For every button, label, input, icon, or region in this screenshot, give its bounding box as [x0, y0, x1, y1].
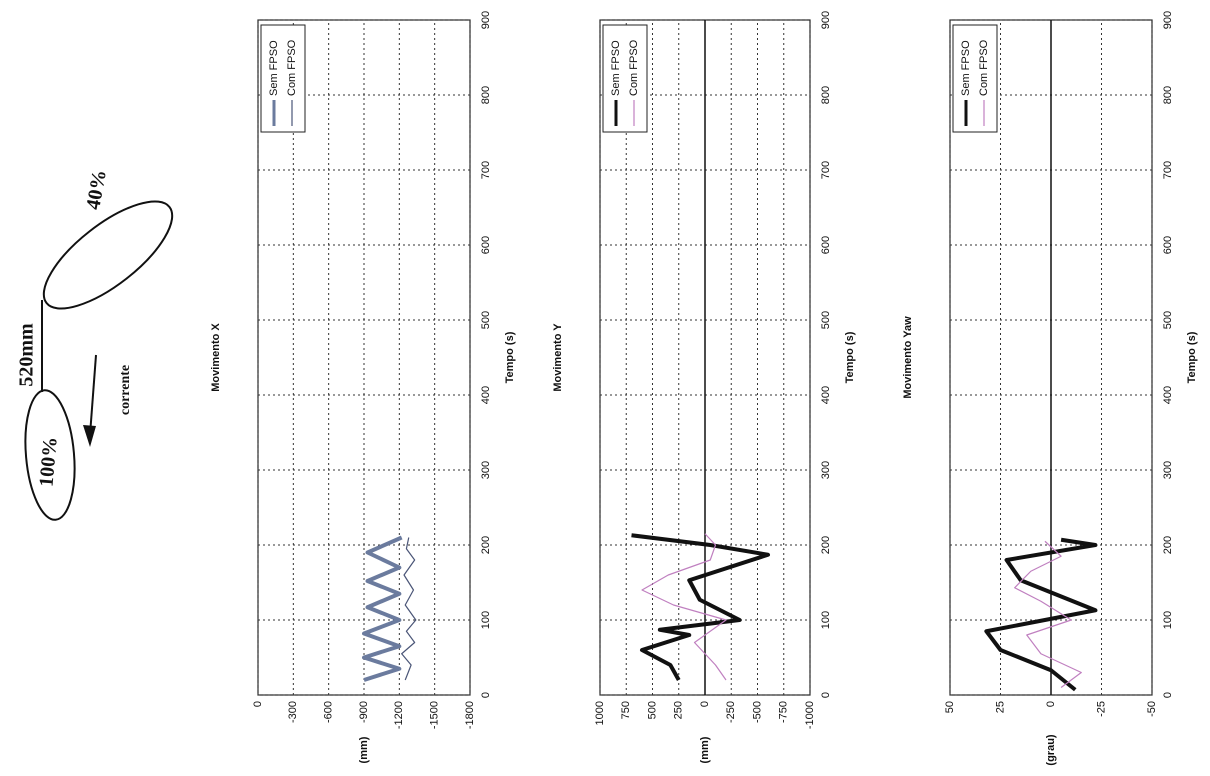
x-tick-label: 500	[1162, 311, 1174, 329]
series-line	[401, 537, 417, 681]
y-tick-label: -300	[287, 701, 299, 723]
y-tick-label: -500	[751, 701, 763, 723]
y-tick-label: -25	[1095, 701, 1107, 717]
x-tick-label: 900	[480, 11, 492, 29]
y-tick-label: 0	[699, 701, 711, 707]
x-tick-label: 900	[1162, 11, 1174, 29]
y-tick-label: -750	[778, 701, 790, 723]
series-line	[631, 533, 770, 681]
legend-box	[952, 24, 998, 133]
legend-label: Sem FPSO	[960, 40, 972, 96]
x-tick-label: 200	[820, 536, 832, 554]
y-tick-label: -1000	[804, 701, 816, 729]
y-tick-label: 25	[994, 701, 1006, 713]
x-tick-label: 600	[820, 236, 832, 254]
bottom-label: 100%	[35, 436, 61, 488]
y-tick-label: -1200	[393, 701, 405, 729]
y-tick-label: 50	[944, 701, 956, 713]
x-tick-label: 700	[1162, 161, 1174, 179]
legend: Sem FPSO Com FPSO	[952, 24, 998, 133]
y-tick-label: -1800	[464, 701, 476, 729]
y-tick-label: -1500	[429, 701, 441, 729]
chart: 0 100 200 300 400 500 600 700 800 900 1000 750 500 25…	[552, 11, 856, 764]
chart: 0 100 200 300 400 500 600 700 800 900 0 -300 -600 -90…	[210, 11, 516, 764]
y-tick-label: -250	[725, 701, 737, 723]
x-tick-label: 100	[1162, 611, 1174, 629]
legend-label: Sem FPSO	[268, 40, 280, 96]
x-tick-label: 400	[820, 386, 832, 404]
series-line	[984, 537, 1098, 692]
y-tick-label: 0	[252, 701, 264, 707]
y-axis-title: (grau)	[1045, 734, 1057, 766]
x-tick-label: 100	[820, 611, 832, 629]
chart-title: Movimento X	[210, 323, 222, 392]
x-axis-title: Tempo (s)	[1186, 331, 1198, 383]
legend: Sem FPSO Com FPSO	[260, 24, 306, 133]
x-tick-label: 0	[1162, 692, 1174, 698]
bottom-ellipse	[24, 389, 76, 521]
y-tick-label: -900	[358, 701, 370, 723]
chart-title: Movimento Yaw	[902, 316, 914, 399]
y-tick-label: 750	[620, 701, 632, 719]
y-tick-label: 500	[646, 701, 658, 719]
x-tick-label: 800	[480, 86, 492, 104]
x-tick-label: 700	[480, 161, 492, 179]
legend-label: Com FPSO	[628, 39, 640, 96]
y-tick-label: 0	[1045, 701, 1057, 707]
x-tick-label: 500	[820, 311, 832, 329]
x-tick-label: 400	[1162, 386, 1174, 404]
legend-label: Com FPSO	[286, 39, 298, 96]
top-label: 40%	[82, 168, 111, 211]
x-tick-label: 500	[480, 311, 492, 329]
y-axis-title: (mm)	[358, 736, 370, 763]
diagram	[24, 200, 174, 521]
x-tick-label: 100	[480, 611, 492, 629]
series-line	[362, 535, 403, 682]
x-tick-label: 0	[480, 692, 492, 698]
length-label: 520mm	[16, 323, 38, 387]
y-tick-label: 250	[673, 701, 685, 719]
x-tick-label: 800	[1162, 86, 1174, 104]
y-axis-title: (mm)	[699, 736, 711, 763]
y-tick-label: -600	[323, 701, 335, 723]
y-tick-label: 1000	[594, 701, 606, 725]
x-tick-label: 0	[820, 692, 832, 698]
x-tick-label: 600	[1162, 236, 1174, 254]
x-tick-label: 900	[820, 11, 832, 29]
legend-box	[260, 24, 306, 133]
chart: 0 100 200 300 400 500 600 700 800 900 50 25 0 -25 -50 M…	[902, 11, 1198, 766]
arrow-head	[83, 425, 96, 447]
x-tick-label: 300	[1162, 461, 1174, 479]
arrow-label: corrente	[118, 365, 133, 415]
x-tick-label: 300	[480, 461, 492, 479]
legend: Sem FPSO Com FPSO	[602, 24, 648, 133]
legend-label: Com FPSO	[978, 39, 990, 96]
x-tick-label: 200	[480, 536, 492, 554]
x-tick-label: 300	[820, 461, 832, 479]
y-tick-label: -50	[1146, 701, 1158, 717]
legend-box	[602, 24, 648, 133]
series-line	[641, 533, 727, 681]
legend-label: Sem FPSO	[610, 40, 622, 96]
x-tick-label: 800	[820, 86, 832, 104]
arrow	[89, 354, 97, 436]
x-axis-title: Tempo (s)	[844, 331, 856, 383]
x-tick-label: 400	[480, 386, 492, 404]
series-line	[1014, 540, 1082, 688]
x-tick-label: 200	[1162, 536, 1174, 554]
x-axis-title: Tempo (s)	[504, 331, 516, 383]
top-ellipse	[42, 200, 174, 310]
x-tick-label: 600	[480, 236, 492, 254]
x-tick-label: 700	[820, 161, 832, 179]
chart-title: Movimento Y	[552, 323, 564, 392]
